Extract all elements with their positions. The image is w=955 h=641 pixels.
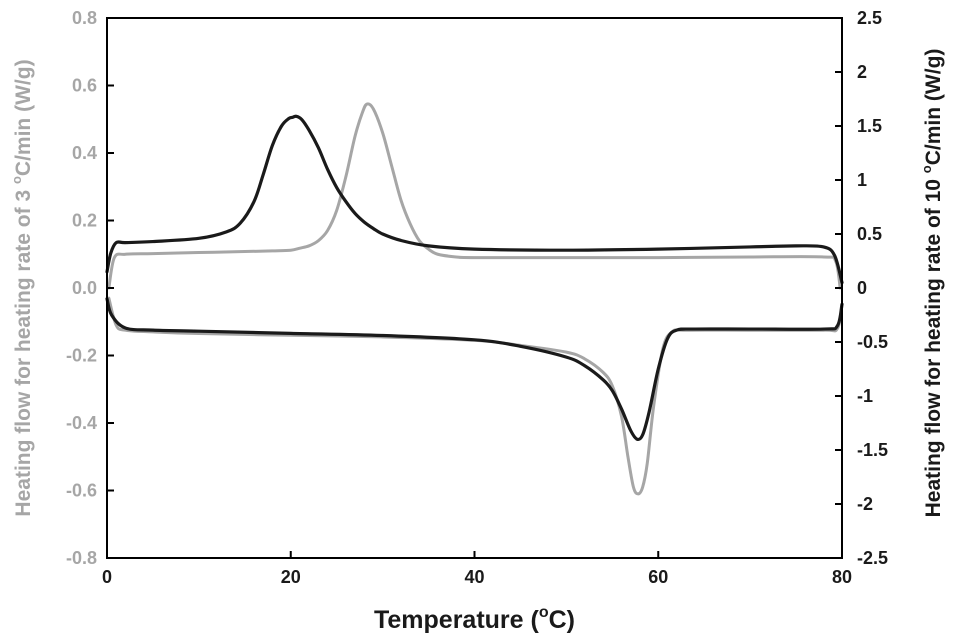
series-line-rate3-heating xyxy=(107,102,842,290)
x-axis-title: Temperature (oC) xyxy=(374,604,575,634)
x-tick-label: 60 xyxy=(648,567,668,587)
y-right-tick-label: -0.5 xyxy=(857,332,888,352)
series-layer xyxy=(105,102,844,496)
y-left-tick-label: -0.8 xyxy=(66,548,97,568)
y-left-tick-label: -0.4 xyxy=(66,413,97,433)
ticks-layer: 0 20 40 60 800.80.60.40.20.0-0.2-0.4-0.6-0.8… xyxy=(66,8,888,587)
y-left-tick-label: 0.0 xyxy=(72,278,97,298)
y-left-tick-label: 0.4 xyxy=(72,143,97,163)
x-tick-label: 0 xyxy=(102,567,112,587)
y-right-axis-title: Heating flow for heating rate of 10 oC/m… xyxy=(919,49,945,518)
y-right-tick-label: -2 xyxy=(857,494,873,514)
plot-frame xyxy=(106,17,843,559)
x-tick-label: 80 xyxy=(832,567,852,587)
x-tick-label: 40 xyxy=(464,567,484,587)
y-right-tick-label: 1 xyxy=(857,170,867,190)
y-left-tick-label: -0.6 xyxy=(66,481,97,501)
y-left-tick-label: 0.2 xyxy=(72,211,97,231)
y-left-tick-label: -0.2 xyxy=(66,346,97,366)
y-right-tick-label: -2.5 xyxy=(857,548,888,568)
y-left-tick-label: 0.6 xyxy=(72,76,97,96)
y-right-tick-label: 1.5 xyxy=(857,116,882,136)
y-left-axis-title: Heating flow for heating rate of 3 oC/mi… xyxy=(9,59,35,516)
series-line-rate10-cooling xyxy=(105,297,844,442)
y-right-tick-label: 0.5 xyxy=(857,224,882,244)
y-right-tick-label: 0 xyxy=(857,278,867,298)
y-right-tick-label: 2 xyxy=(857,62,867,82)
y-right-tick-label: 2.5 xyxy=(857,8,882,28)
labels-layer: Temperature (oC) Heating flow for heating… xyxy=(9,49,945,634)
y-left-tick-label: 0.8 xyxy=(72,8,97,28)
y-right-tick-label: -1 xyxy=(857,386,873,406)
y-right-tick-label: -1.5 xyxy=(857,440,888,460)
x-tick-label: 20 xyxy=(281,567,301,587)
series-line-rate10-heating xyxy=(105,114,844,285)
